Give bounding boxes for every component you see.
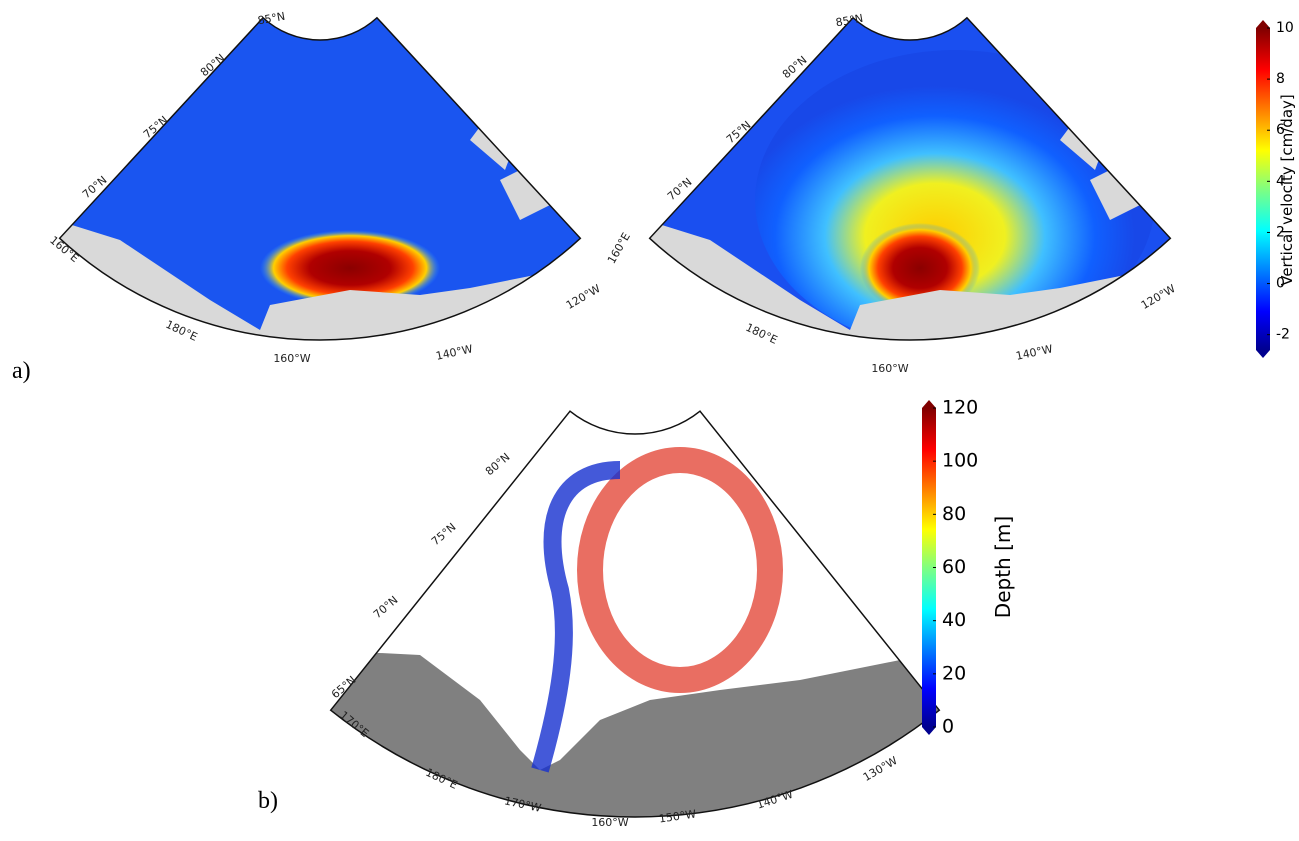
map-frame (329, 410, 941, 818)
graticule-label: 140°W (1015, 342, 1054, 363)
colorbar (1256, 28, 1270, 350)
graticule-label: 85°N (835, 12, 865, 30)
map-frame (58, 16, 582, 341)
colorbar-extend (922, 400, 936, 408)
colorbar-tick-label: 60 (942, 556, 966, 578)
colorbar-tick-label: 6 (1276, 122, 1285, 138)
graticule-label: 85°N (257, 10, 287, 28)
field (755, 50, 1155, 341)
colorbar-label: Vertical velocity [cm/day] (1278, 94, 1296, 286)
map-frame (648, 16, 1172, 341)
colorbar (922, 408, 936, 727)
graticule-label: 150°W (658, 807, 697, 825)
colorbar-tick-label: 4 (1276, 173, 1285, 189)
graticule-label: 160°E (605, 230, 633, 266)
colorbar-extend (922, 727, 936, 735)
panel-label: b) (258, 788, 278, 814)
graticule-label: 120°W (1139, 282, 1178, 312)
map (59, 17, 581, 341)
graticule-label: 160°W (273, 352, 310, 365)
colorbar-tick-label: 10 (1276, 20, 1294, 36)
colorbar-tick-label: 2 (1276, 224, 1285, 240)
graticule-label: 75°N (429, 520, 459, 548)
colorbar-label: Depth [m] (991, 516, 1015, 618)
graticule-label: 120°W (564, 282, 603, 312)
colorbar-tick-label: 20 (942, 662, 966, 684)
graticule-label: 140°W (435, 342, 474, 363)
graticule-label: 180°E (744, 321, 780, 347)
panel-label: a) (12, 358, 31, 384)
colorbar-tick-label: 120 (942, 397, 978, 419)
drifter-cloud (577, 447, 783, 693)
ocean (59, 17, 581, 341)
colorbar-tick-label: 0 (942, 716, 954, 738)
colorbar-tick-label: 100 (942, 450, 978, 472)
graticule-label: 70°N (371, 593, 401, 621)
graticule-label: 160°W (591, 816, 628, 829)
land (59, 215, 581, 341)
colorbar-tick-label: 8 (1276, 71, 1285, 87)
colorbar-extend (1256, 350, 1270, 358)
graticule-label: 160°W (871, 362, 908, 375)
colorbar-tick-label: 40 (942, 609, 966, 631)
colorbar-tick-label: 80 (942, 503, 966, 525)
anomaly (860, 223, 980, 313)
graticule-label: 180°E (164, 318, 200, 344)
graticule-label: 80°N (483, 450, 513, 478)
drifter-track (531, 461, 621, 773)
colorbar-extend (1256, 20, 1270, 28)
anomaly (260, 230, 440, 306)
map (649, 17, 1171, 341)
land (649, 215, 1171, 341)
colorbar-tick-label: 0 (1276, 276, 1285, 292)
map (330, 411, 940, 817)
colorbar-tick-label: -2 (1276, 327, 1290, 343)
